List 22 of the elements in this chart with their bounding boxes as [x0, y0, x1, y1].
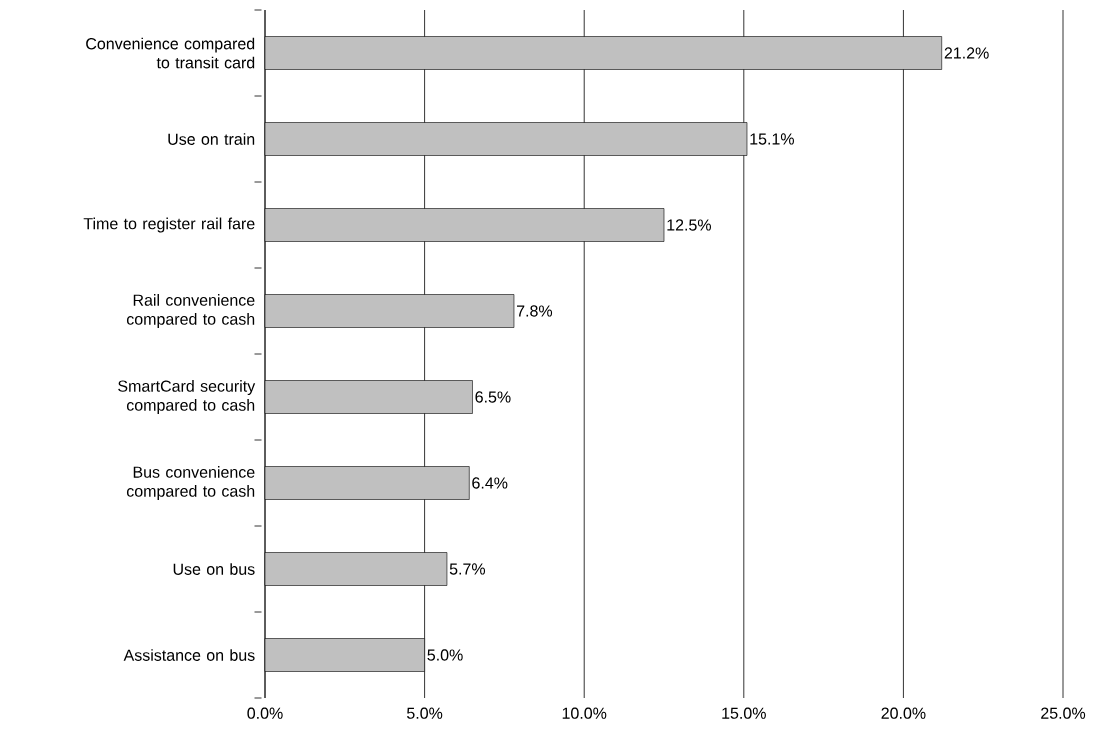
y-tick-label: Bus convenience compared to cash: [126, 466, 255, 500]
y-tick-label: Rail convenience compared to cash: [126, 294, 255, 328]
data-label: 6.5%: [475, 391, 511, 403]
data-label: 6.4%: [472, 477, 508, 489]
x-tick-label: 10.0%: [562, 707, 607, 719]
y-tick-label: Convenience compared to transit card: [86, 37, 255, 69]
data-label: 15.1%: [750, 133, 794, 145]
y-tick-label: SmartCard security compared to cash: [118, 380, 256, 414]
data-label: 5.7%: [449, 563, 486, 575]
y-tick-label: Assistance on bus: [123, 649, 255, 661]
x-tick-label: 25.0%: [1041, 707, 1086, 719]
data-label: 21.2%: [944, 47, 989, 59]
y-tick-label: Use on train: [168, 133, 255, 145]
y-tick-label: Time to register rail fare: [83, 217, 255, 233]
x-tick-label: 15.0%: [722, 707, 766, 719]
x-tick-label: 0.0%: [247, 707, 283, 719]
y-tick-label: Use on bus: [173, 563, 255, 575]
data-label: 12.5%: [667, 219, 711, 231]
x-tick-label: 20.0%: [881, 707, 926, 719]
x-tick-label: 5.0%: [407, 707, 443, 719]
data-label: 5.0%: [427, 649, 463, 661]
data-label: 7.8%: [517, 305, 553, 317]
